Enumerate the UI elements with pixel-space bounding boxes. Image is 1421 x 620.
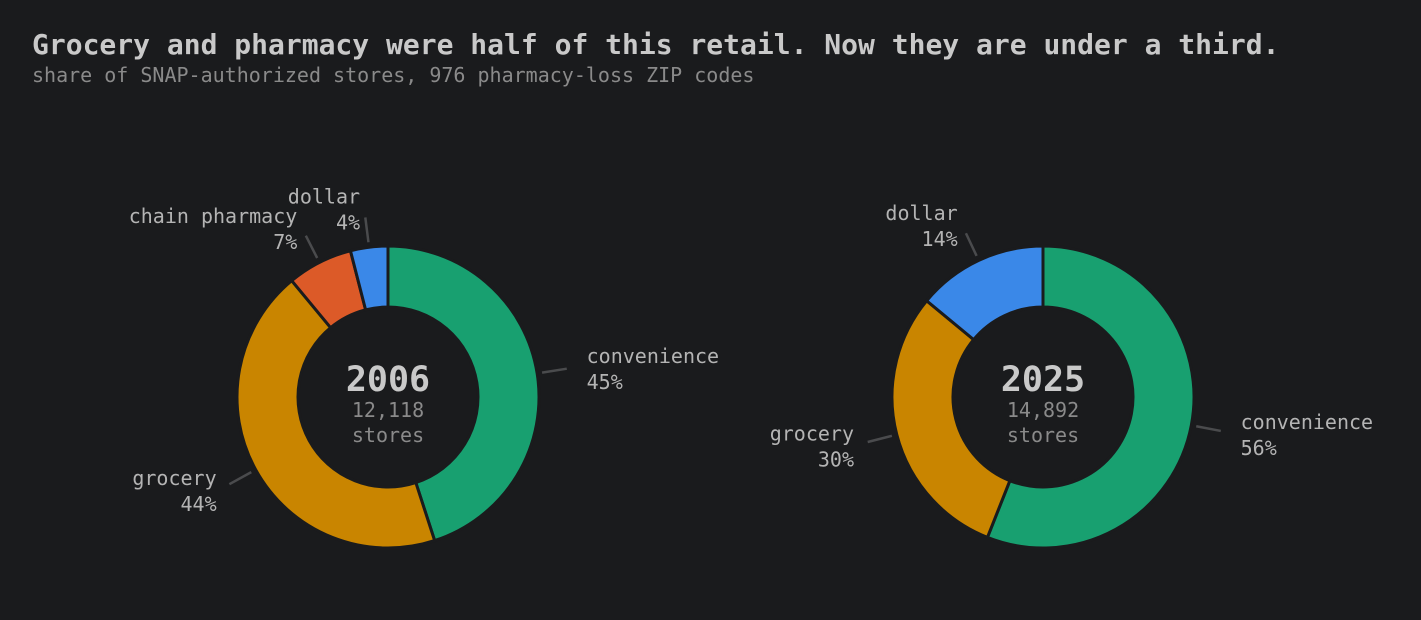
slice-convenience <box>386 244 541 543</box>
slice-dollar <box>924 244 1045 342</box>
slice-value-dollar: 4% <box>336 211 360 235</box>
slice-label-convenience: convenience <box>1241 410 1373 434</box>
slice-value-dollar: 14% <box>922 227 958 251</box>
slice-label-chain-pharmacy: chain pharmacy <box>129 204 298 228</box>
center-unit: stores <box>352 423 424 447</box>
slice-convenience <box>985 244 1196 550</box>
leader-line-grocery <box>228 471 252 486</box>
slice-label-dollar: dollar <box>885 201 957 225</box>
slice-grocery <box>890 298 1012 540</box>
slice-value-convenience: 45% <box>587 370 623 394</box>
slice-value-grocery: 30% <box>818 447 854 471</box>
slice-label-dollar: dollar <box>288 185 360 209</box>
leader-line-convenience <box>541 367 567 374</box>
slice-label-grocery: grocery <box>770 421 854 445</box>
leader-line-dollar <box>364 217 370 243</box>
slice-value-grocery: 44% <box>181 492 217 516</box>
center-store-count: 14,892 <box>1007 398 1079 422</box>
leader-line-convenience <box>1196 425 1222 433</box>
chart-title: Grocery and pharmacy were half of this r… <box>32 28 1280 61</box>
center-unit: stores <box>1007 423 1079 447</box>
slice-value-convenience: 56% <box>1241 436 1277 460</box>
slice-label-convenience: convenience <box>587 344 719 368</box>
center-year: 2025 <box>1001 360 1085 400</box>
slice-grocery <box>235 278 437 550</box>
center-year: 2006 <box>346 360 430 400</box>
center-store-count: 12,118 <box>352 398 424 422</box>
leader-line-grocery <box>867 434 893 444</box>
slice-dollar <box>348 244 390 312</box>
chart-subtitle: share of SNAP-authorized stores, 976 pha… <box>32 63 755 87</box>
slice-value-chain-pharmacy: 7% <box>273 230 297 254</box>
leader-line-dollar <box>964 232 978 257</box>
leader-line-chain-pharmacy <box>304 235 319 259</box>
slice-label-grocery: grocery <box>132 466 216 490</box>
